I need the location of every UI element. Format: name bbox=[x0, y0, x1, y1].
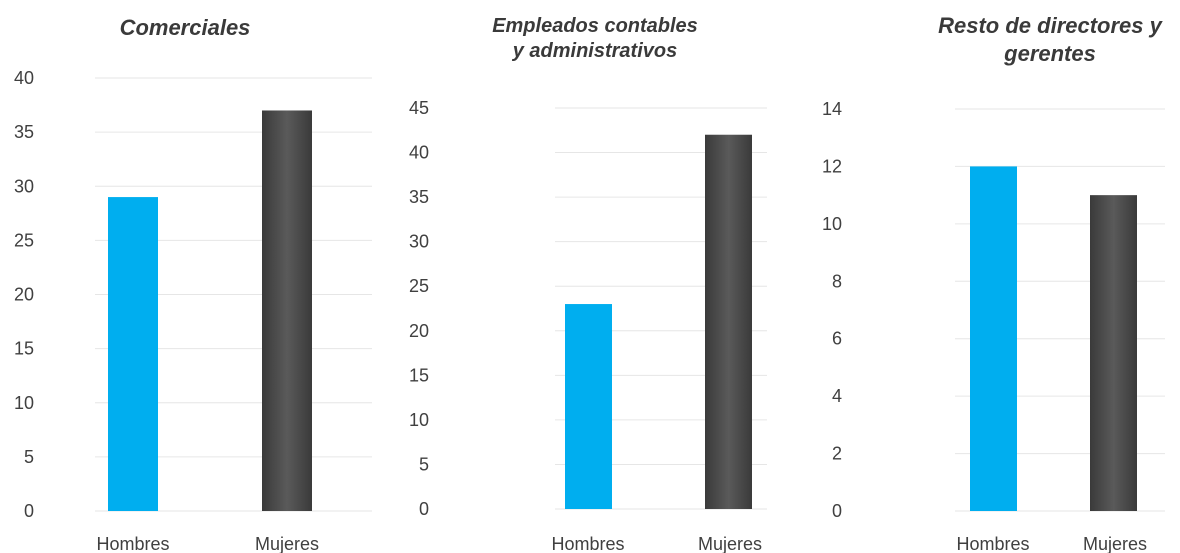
y-tick-label: 0 bbox=[832, 501, 842, 521]
y-tick-label: 6 bbox=[832, 329, 842, 349]
bar-hombres bbox=[565, 304, 612, 509]
y-tick-label: 0 bbox=[24, 501, 34, 521]
y-tick-label: 15 bbox=[409, 365, 429, 385]
x-category-label: Hombres bbox=[96, 534, 169, 553]
chart-plot: 0 5 10 15 20 25 30 35 40 Hombres Mujeres bbox=[14, 68, 372, 553]
chart-panel-directores: Resto de directores y gerentes 0 2 4 6 8 10 12… bbox=[820, 0, 1180, 553]
chart-title: Empleados contables y administrativos bbox=[492, 15, 698, 62]
y-tick-label: 2 bbox=[832, 444, 842, 464]
y-tick-label: 5 bbox=[24, 447, 34, 467]
bar-mujeres bbox=[1090, 195, 1137, 511]
x-category-label: Mujeres bbox=[255, 534, 319, 553]
x-category-label: Mujeres bbox=[698, 534, 762, 553]
chart-plot: 0 2 4 6 8 10 12 14 Hombres Mujeres bbox=[822, 99, 1165, 553]
y-tick-label: 25 bbox=[14, 230, 34, 250]
y-tick-label: 15 bbox=[14, 339, 34, 359]
y-tick-label: 30 bbox=[409, 232, 429, 252]
y-tick-label: 12 bbox=[822, 156, 842, 176]
y-tick-label: 20 bbox=[14, 285, 34, 305]
y-tick-label: 35 bbox=[14, 122, 34, 142]
y-tick-label: 20 bbox=[409, 321, 429, 341]
chart-plot: 0 5 10 15 20 25 30 35 40 45 Hombres Mujeres bbox=[409, 98, 767, 553]
y-tick-label: 4 bbox=[832, 386, 842, 406]
x-category-label: Hombres bbox=[956, 534, 1029, 553]
chart-title: Comerciales bbox=[119, 15, 251, 40]
bar-hombres bbox=[108, 197, 158, 511]
bar-mujeres bbox=[705, 134, 752, 509]
x-category-label: Hombres bbox=[551, 534, 624, 553]
y-tick-label: 25 bbox=[409, 276, 429, 296]
chart-title: Resto de directores y gerentes bbox=[938, 13, 1162, 66]
y-tick-label: 5 bbox=[419, 454, 429, 474]
y-tick-label: 40 bbox=[409, 143, 429, 163]
y-tick-label: 10 bbox=[822, 214, 842, 234]
y-tick-label: 8 bbox=[832, 271, 842, 291]
y-tick-label: 10 bbox=[409, 410, 429, 430]
y-tick-label: 14 bbox=[822, 99, 842, 119]
bar-mujeres bbox=[262, 110, 312, 511]
y-tick-label: 0 bbox=[419, 499, 429, 519]
y-tick-label: 35 bbox=[409, 187, 429, 207]
y-tick-label: 30 bbox=[14, 176, 34, 196]
x-category-label: Mujeres bbox=[1083, 534, 1147, 553]
y-tick-label: 45 bbox=[409, 98, 429, 118]
y-tick-label: 40 bbox=[14, 68, 34, 88]
chart-panel-comerciales: Comerciales 0 5 10 15 20 25 30 35 40 Hombres Mujer… bbox=[0, 0, 390, 553]
chart-panel-empleados: Empleados contables y administrativos 0 5… bbox=[395, 0, 785, 553]
bar-hombres bbox=[970, 166, 1017, 511]
y-tick-label: 10 bbox=[14, 393, 34, 413]
